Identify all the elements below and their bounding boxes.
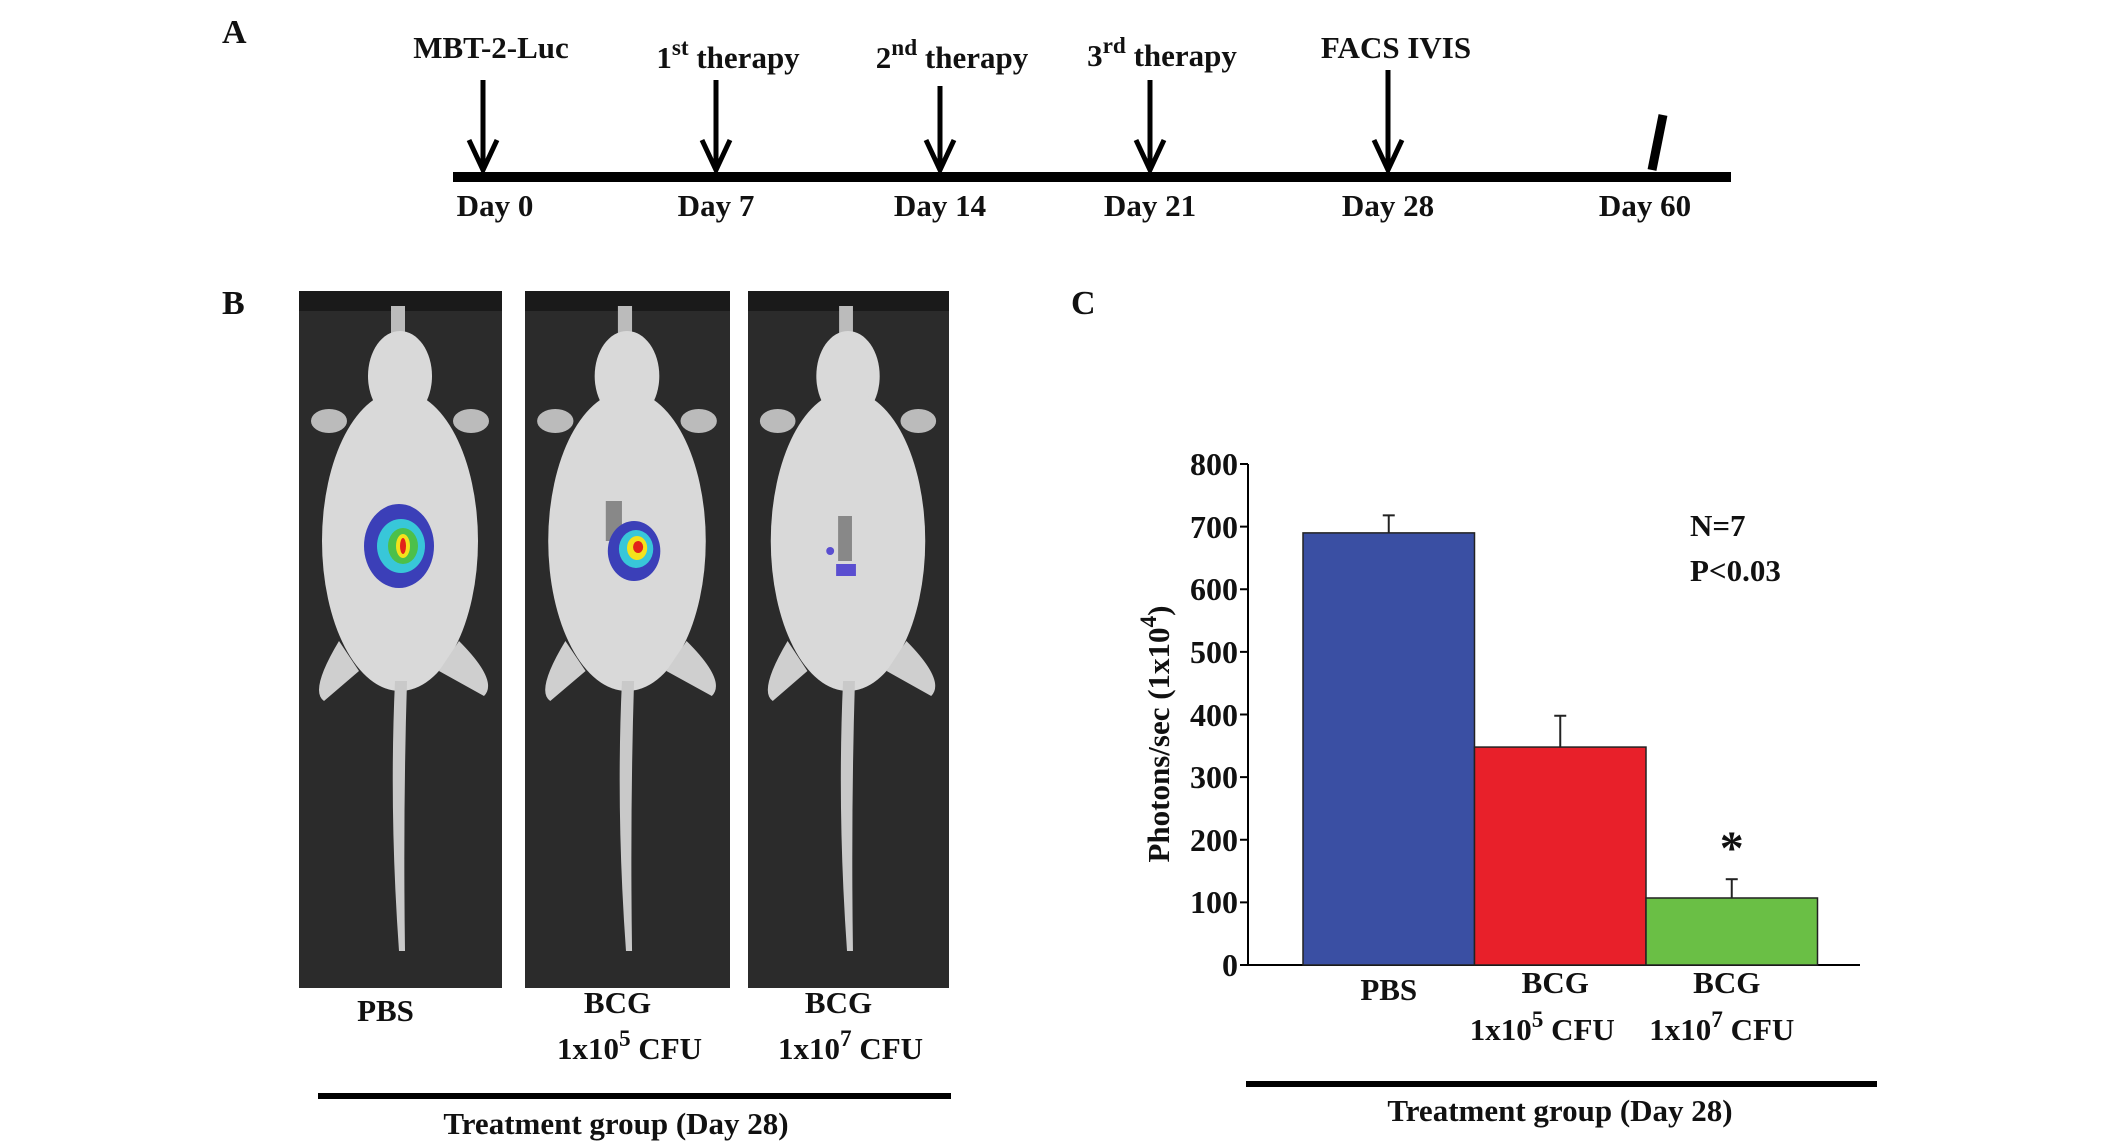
x-category-label: BCG	[1693, 965, 1761, 1000]
image-group-label: BCG	[804, 985, 873, 1020]
timeline-arrow-icon	[466, 80, 500, 176]
image-group-label: BCG	[583, 985, 652, 1020]
y-axis-label-text: Photons/sec (1x10	[1141, 627, 1176, 863]
annotation-n: N=7	[1690, 508, 1746, 543]
panel-label-a: A	[222, 14, 247, 51]
y-tick-label: 100	[1190, 884, 1238, 921]
timeline-arrow-icon	[1371, 70, 1405, 176]
luminescence-signal	[364, 504, 434, 588]
y-tick-label: 700	[1190, 508, 1238, 545]
bioluminescence-image	[299, 291, 502, 988]
timeline-arrow-icon	[923, 86, 957, 176]
timeline-day-label: Day 14	[893, 188, 987, 223]
image-group-dose: 1x105 CFU	[556, 1026, 703, 1066]
chart-group-bar	[1246, 1081, 1877, 1087]
bioluminescence-image	[748, 291, 949, 988]
timeline-event-label: 2nd therapy	[875, 35, 1029, 75]
bioluminescence-image	[525, 291, 730, 988]
bar	[1302, 532, 1476, 966]
timeline-day-label: Day 7	[677, 188, 755, 223]
luminescence-signal	[826, 516, 856, 576]
significance-marker: *	[1719, 822, 1744, 876]
y-tick-label: 600	[1190, 571, 1238, 608]
chart-xlabel: Treatment group (Day 28)	[1387, 1093, 1733, 1128]
image-group-label: PBS	[357, 993, 414, 1028]
timeline-day-label: Day 28	[1341, 188, 1435, 223]
y-tick-label: 0	[1222, 947, 1238, 983]
y-tick-label: 400	[1190, 696, 1238, 733]
timeline-event-label: 1st therapy	[656, 35, 800, 75]
timeline-day-label: Day 21	[1103, 188, 1197, 223]
x-category-label: PBS	[1360, 972, 1418, 1007]
bar	[1473, 746, 1647, 966]
timeline-event-label: FACS IVIS	[1320, 30, 1472, 65]
timeline-arrow-icon	[1133, 80, 1167, 176]
timeline-day-label-end: Day 60	[1598, 188, 1692, 223]
y-axis-label: Photons/sec (1x104)	[1136, 605, 1177, 863]
timeline-arrow-icon	[699, 80, 733, 176]
y-tick-label: 800	[1190, 446, 1238, 482]
y-tick-label: 200	[1190, 821, 1238, 858]
annotation-p: P<0.03	[1690, 553, 1781, 588]
timeline	[453, 70, 1731, 182]
timeline-axis	[453, 172, 1731, 182]
x-category-label: BCG	[1521, 965, 1589, 1000]
panel-label-b: B	[222, 285, 245, 322]
timeline-day-label: Day 0	[456, 188, 534, 223]
luminescence-signal	[605, 501, 661, 581]
bar	[1645, 897, 1819, 966]
image-group-dose: 1x107 CFU	[777, 1026, 924, 1066]
x-category-dose: 1x105 CFU	[1469, 1007, 1615, 1047]
timeline-event-label: MBT-2-Luc	[413, 30, 569, 65]
imaging-group-bar	[318, 1093, 951, 1099]
panel-label-c: C	[1071, 285, 1096, 322]
timeline-break-mark	[1647, 114, 1668, 171]
y-tick-label: 300	[1190, 759, 1238, 796]
imaging-xlabel: Treatment group (Day 28)	[443, 1106, 789, 1141]
timeline-event-label: 3rd therapy	[1087, 33, 1237, 73]
y-tick-label: 500	[1190, 633, 1238, 670]
x-category-dose: 1x107 CFU	[1649, 1007, 1795, 1047]
y-axis-label-end: )	[1141, 605, 1176, 616]
y-axis-label-exp: 4	[1136, 615, 1163, 628]
